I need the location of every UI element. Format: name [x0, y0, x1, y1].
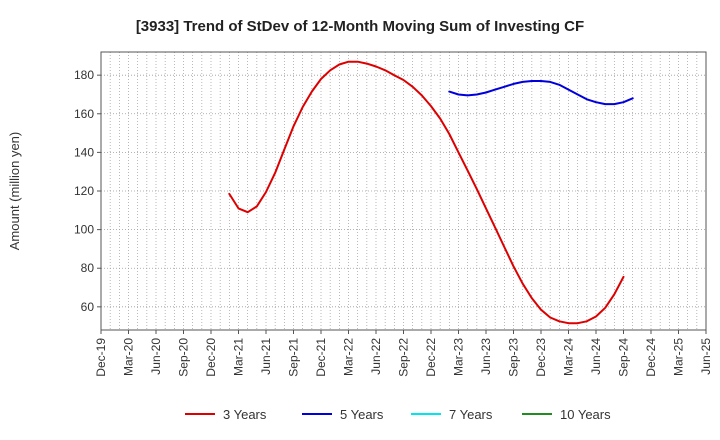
legend-item-10-years: 10 Years [522, 407, 611, 422]
chart-title: [3933] Trend of StDev of 12-Month Moving… [136, 18, 584, 35]
grid-layer [101, 52, 706, 330]
x-tick-label: Jun-20 [149, 338, 163, 375]
x-tick-label: Jun-25 [699, 338, 713, 375]
x-tick-label: Dec-23 [534, 338, 548, 377]
legend-label: 5 Years [340, 407, 384, 422]
legend: 3 Years 5 Years 7 Years 10 Years [185, 407, 611, 422]
x-tick-label: Dec-21 [314, 338, 328, 377]
y-tick-label: 120 [74, 184, 94, 198]
series-line-3-years [228, 60, 625, 325]
x-tick-label: Mar-21 [232, 338, 246, 376]
y-tick-label: 180 [74, 68, 94, 82]
y-tick-label: 60 [81, 300, 95, 314]
series-line-5-years [448, 80, 634, 106]
legend-label: 3 Years [223, 407, 267, 422]
y-axis-label: Amount (million yen) [7, 132, 22, 251]
x-tick-label: Sep-24 [617, 338, 631, 377]
x-tick-label: Mar-25 [672, 338, 686, 376]
y-tick-label: 100 [74, 223, 94, 237]
x-tick-label: Sep-22 [397, 338, 411, 377]
x-tick-label: Dec-22 [424, 338, 438, 377]
x-tick-label: Dec-20 [204, 338, 218, 377]
x-tick-label: Mar-24 [562, 338, 576, 376]
x-axis: Dec-19 Mar-20 Jun-20 Sep-20 Dec-20 Mar-21 Jun-… [94, 330, 713, 377]
x-tick-label: Sep-20 [177, 338, 191, 377]
x-tick-label: Mar-22 [342, 338, 356, 376]
x-tick-label: Mar-23 [452, 338, 466, 376]
y-tick-label: 160 [74, 107, 94, 121]
y-axis: 60 80 100 120 140 160 180 [74, 68, 101, 314]
series-layer [228, 60, 634, 325]
x-tick-label: Jun-23 [479, 338, 493, 375]
legend-label: 10 Years [560, 407, 611, 422]
legend-item-3-years: 3 Years [185, 407, 267, 422]
x-tick-label: Mar-20 [122, 338, 136, 376]
x-tick-label: Jun-24 [589, 338, 603, 375]
legend-item-5-years: 5 Years [302, 407, 384, 422]
legend-label: 7 Years [449, 407, 493, 422]
y-tick-label: 140 [74, 145, 94, 159]
x-tick-label: Jun-21 [259, 338, 273, 375]
x-tick-label: Sep-21 [287, 338, 301, 377]
x-tick-label: Dec-24 [644, 338, 658, 377]
x-tick-label: Dec-19 [94, 338, 108, 377]
x-tick-label: Jun-22 [369, 338, 383, 375]
legend-item-7-years: 7 Years [411, 407, 493, 422]
x-tick-label: Sep-23 [507, 338, 521, 377]
y-tick-label: 80 [81, 261, 95, 275]
